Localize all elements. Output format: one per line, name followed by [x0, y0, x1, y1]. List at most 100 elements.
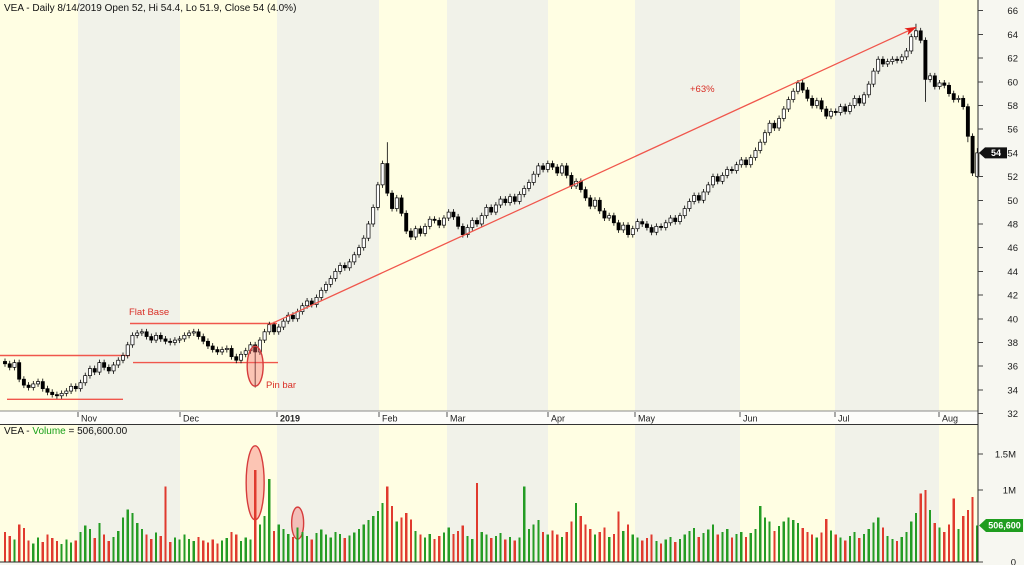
candle [281, 320, 286, 328]
price-tick-label: 62 [1007, 54, 1018, 65]
candle [17, 362, 22, 380]
candle [758, 141, 763, 151]
last-price-badge [979, 147, 1007, 159]
volume-bar [428, 533, 431, 562]
candle [314, 297, 319, 305]
volume-bar [575, 502, 578, 562]
volume-bar [839, 537, 842, 562]
volume-bar [390, 505, 394, 562]
candle [69, 385, 74, 392]
volume-bar [862, 533, 866, 562]
volume-bar [777, 526, 781, 562]
candle [92, 368, 97, 373]
volume-bar [41, 541, 44, 562]
volume-bar [3, 531, 7, 562]
volume-header-symbol: VEA - [4, 426, 33, 437]
candle [324, 284, 328, 291]
volume-bar [353, 532, 356, 562]
volume-bar [711, 524, 715, 562]
candle [489, 207, 494, 213]
month-label: Jun [743, 414, 758, 424]
candle [791, 90, 796, 100]
candle [333, 271, 338, 279]
band [78, 0, 180, 562]
volume-bar [136, 523, 139, 562]
candle [762, 132, 767, 143]
price-header-text: VEA - Daily 8/14/2019 Open 52, Hi 54.4, … [4, 3, 297, 14]
price-tick-label: 36 [1007, 362, 1018, 373]
volume-bar [688, 531, 691, 562]
candle [451, 211, 456, 218]
flat-base-label: Flat Base [129, 307, 170, 318]
candle [149, 336, 154, 341]
volume-bar [867, 528, 870, 562]
candle [914, 30, 918, 38]
candle [54, 394, 59, 397]
candle [909, 36, 914, 52]
volume-bar [32, 543, 35, 562]
volume-bar [617, 511, 620, 562]
volume-bar [556, 534, 559, 562]
candle [78, 382, 83, 390]
band [635, 0, 740, 562]
candle [885, 61, 890, 65]
candle [135, 332, 140, 336]
volume-bar [381, 502, 384, 562]
candle [503, 198, 508, 203]
volume-bar [740, 531, 743, 562]
volume-bar [221, 540, 224, 562]
pin-bar-label: Pin bar [266, 380, 297, 391]
candle [465, 227, 470, 235]
volume-bar [957, 528, 960, 562]
volume-bar [801, 528, 804, 562]
candle [866, 83, 871, 96]
candle [366, 223, 371, 239]
candle [286, 314, 291, 322]
volume-bar [754, 528, 757, 562]
candle [305, 300, 310, 307]
candle [711, 176, 715, 186]
volume-bar [329, 537, 332, 562]
volume-bar [858, 538, 861, 562]
candle [800, 82, 805, 91]
volume-bar [523, 486, 526, 562]
volume-bar [924, 490, 927, 562]
volume-bar [905, 531, 908, 562]
volume-bar [159, 536, 162, 562]
candle [290, 314, 295, 320]
volume-bar [584, 524, 587, 562]
volume-bar [792, 520, 795, 562]
volume-bar [782, 521, 785, 562]
candle [611, 215, 616, 224]
volume-bar [258, 524, 261, 562]
candle [3, 361, 7, 365]
volume-bar [324, 534, 328, 562]
volume-bar [140, 528, 143, 562]
volume-tick-label: 1M [1003, 486, 1016, 497]
volume-bar [287, 533, 290, 562]
candle [951, 93, 956, 100]
trend-gain-label: +63% [690, 84, 715, 95]
candle [12, 362, 17, 368]
volume-bar [272, 531, 276, 562]
volume-tick-label: 1.5M [995, 450, 1016, 461]
band [447, 0, 548, 562]
candle [130, 335, 135, 346]
month-background-bands [0, 0, 978, 562]
candle [432, 218, 437, 221]
volume-bar [650, 534, 653, 562]
volume-bar [433, 538, 436, 562]
volume-bar [636, 537, 639, 562]
volume-bar [589, 528, 592, 562]
volume-bar [853, 531, 856, 562]
candle [621, 224, 626, 231]
band [939, 0, 978, 562]
volume-bar [914, 513, 918, 562]
candle [729, 169, 734, 171]
volume-bar [844, 540, 847, 562]
volume-bar [546, 534, 549, 562]
candle [408, 230, 413, 238]
volume-bar [541, 531, 545, 562]
